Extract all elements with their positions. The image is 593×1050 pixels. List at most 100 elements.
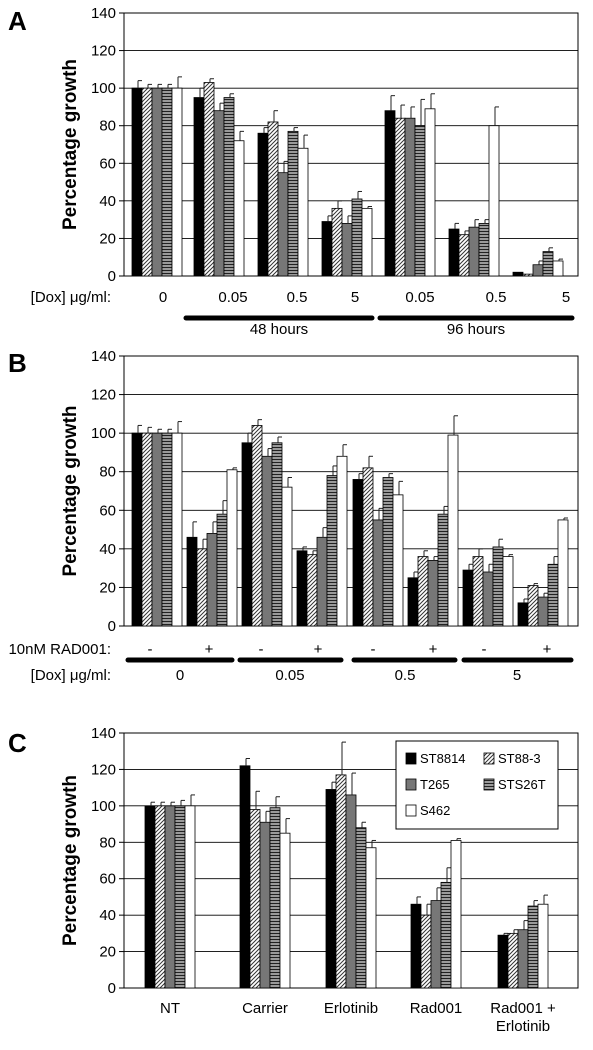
bar: [233, 140, 245, 277]
y-tick-label: 20: [99, 944, 116, 961]
bar: [414, 125, 426, 277]
bar: [326, 475, 338, 627]
bar: [271, 442, 283, 627]
row-label: [Dox] μg/ml:: [31, 667, 111, 684]
bar: [527, 585, 539, 627]
bar: [251, 425, 263, 627]
y-tick-label: 20: [99, 579, 116, 596]
bar: [151, 432, 163, 627]
bar: [249, 809, 261, 989]
bar: [196, 548, 208, 627]
x-tick-label: +: [314, 641, 323, 658]
bar: [164, 805, 176, 989]
bar: [321, 221, 333, 277]
bar: [502, 556, 514, 627]
bar: [223, 97, 235, 277]
bar: [193, 97, 205, 277]
legend-label: ST88-3: [498, 751, 541, 766]
y-tick-label: 60: [99, 871, 116, 888]
bar: [213, 110, 225, 277]
bar: [450, 840, 462, 989]
legend-swatch: [483, 752, 495, 765]
bar: [424, 108, 436, 277]
bar: [542, 251, 554, 277]
bar: [410, 903, 422, 989]
bar: [522, 273, 534, 277]
bar: [352, 479, 364, 627]
x-tick-label: +: [543, 641, 552, 658]
bar: [144, 805, 156, 989]
bar: [154, 805, 166, 989]
y-tick-label: 100: [91, 425, 116, 442]
x-tick-label: +: [205, 641, 214, 658]
legend-swatch: [483, 778, 495, 791]
bar: [512, 271, 524, 277]
x-tick-label: 0.05: [275, 667, 304, 684]
bar: [296, 550, 308, 627]
bar: [345, 794, 357, 989]
bar: [151, 87, 163, 277]
bar: [447, 434, 459, 627]
group-label: 48 hours: [250, 321, 308, 338]
legend-label: S462: [420, 803, 450, 818]
y-tick-label: 20: [99, 230, 116, 247]
y-tick-label: 120: [91, 387, 116, 404]
y-tick-label: 40: [99, 541, 116, 558]
x-tick-label: 5: [351, 289, 359, 306]
x-tick-label: 0.05: [218, 289, 247, 306]
panel-b: B 0 20 40 60 80 100 120 140 Percentage growth 10nM…: [8, 348, 579, 684]
bar: [171, 432, 183, 627]
bar: [517, 929, 529, 989]
y-tick-label: 0: [108, 618, 116, 635]
bar: [420, 914, 432, 989]
bar: [226, 469, 238, 627]
y-tick-label: 80: [99, 834, 116, 851]
y-tick-label: 80: [99, 464, 116, 481]
bar: [394, 117, 406, 277]
panel-letter: B: [8, 348, 27, 378]
bar: [161, 432, 173, 627]
legend-box: [395, 740, 559, 830]
y-tick-label: 100: [91, 80, 116, 97]
bar: [341, 222, 353, 277]
bar: [259, 821, 271, 989]
x-tick-label: Rad001 + Erlotinib: [490, 1000, 556, 1035]
x-tick-label: NT: [160, 1000, 180, 1017]
bar: [316, 536, 328, 627]
bar: [407, 577, 419, 627]
x-tick-label: -: [259, 641, 264, 658]
bar: [392, 494, 404, 627]
bar: [427, 560, 439, 627]
x-tick-label: -: [371, 641, 376, 658]
bar: [362, 467, 374, 627]
y-axis-label: Percentage growth: [60, 775, 81, 946]
bar: [384, 110, 396, 277]
bar: [448, 228, 460, 277]
bar: [468, 226, 480, 277]
x-tick-label: 0.5: [486, 289, 507, 306]
x-tick-label: +: [429, 641, 438, 658]
bar: [482, 571, 494, 627]
bar: [261, 455, 273, 627]
bar: [537, 596, 549, 627]
x-tick-label: 0.5: [287, 289, 308, 306]
bar: [507, 932, 519, 989]
bar: [437, 513, 449, 627]
bar: [382, 477, 394, 627]
x-tick-label: 0.5: [395, 667, 416, 684]
bar: [257, 132, 269, 277]
bar: [355, 827, 367, 989]
bar: [492, 546, 504, 627]
bar: [206, 533, 218, 627]
bar: [287, 130, 299, 277]
y-tick-label: 140: [91, 725, 116, 742]
bar: [141, 87, 153, 277]
row-label: 10nM RAD001:: [8, 641, 111, 658]
y-tick-label: 40: [99, 907, 116, 924]
legend-label: STS26T: [498, 777, 546, 792]
bar: [269, 807, 281, 989]
legend-swatch: [405, 804, 417, 817]
y-tick-label: 120: [91, 43, 116, 60]
x-tick-label: 5: [562, 289, 570, 306]
panel-c: C 0 20 40 60 80 100 120 140 Percentage growth NT Ca…: [8, 725, 579, 1035]
